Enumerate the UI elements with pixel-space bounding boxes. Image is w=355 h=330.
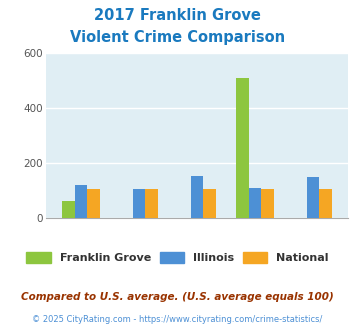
Text: 2017 Franklin Grove: 2017 Franklin Grove (94, 8, 261, 23)
Bar (133, 189, 146, 218)
Legend: Franklin Grove, Illinois, National: Franklin Grove, Illinois, National (23, 249, 332, 267)
Bar (203, 189, 216, 218)
Text: Compared to U.S. average. (U.S. average equals 100): Compared to U.S. average. (U.S. average … (21, 292, 334, 302)
Text: © 2025 CityRating.com - https://www.cityrating.com/crime-statistics/: © 2025 CityRating.com - https://www.city… (32, 315, 323, 324)
Bar (261, 189, 274, 218)
Bar (320, 189, 332, 218)
Text: Violent Crime Comparison: Violent Crime Comparison (70, 30, 285, 45)
Bar (236, 78, 248, 218)
Bar (307, 177, 320, 218)
Bar (248, 188, 261, 218)
Bar (146, 189, 158, 218)
Bar (62, 201, 75, 218)
Bar (87, 189, 100, 218)
Bar (75, 185, 87, 218)
Bar (191, 176, 203, 218)
